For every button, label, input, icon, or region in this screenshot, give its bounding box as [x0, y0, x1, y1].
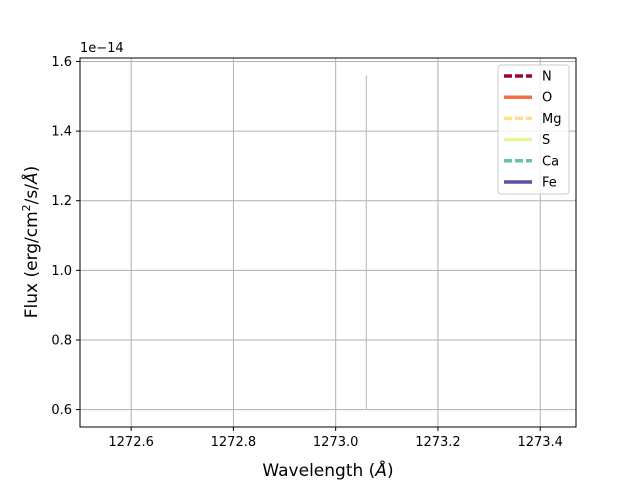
y-tick-label: 1.0 — [51, 264, 72, 279]
plot-frame — [79, 57, 577, 428]
y-axis-ticks: 0.6 0.8 1.0 1.2 1.4 1.6 — [51, 55, 80, 418]
grid — [80, 58, 576, 427]
y-tick-label: 1.2 — [51, 194, 72, 209]
legend-label: O — [542, 91, 552, 106]
x-tick-label: 1273.4 — [517, 435, 563, 450]
y-tick-label: 0.8 — [51, 333, 72, 348]
y-tick-label: 0.6 — [51, 403, 72, 418]
legend-label: Ca — [542, 154, 559, 169]
x-tick-label: 1273.0 — [313, 435, 359, 450]
y-offset-text: 1e−14 — [80, 41, 124, 56]
legend-frame — [497, 64, 570, 195]
x-tick-label: 1272.8 — [211, 435, 257, 450]
x-axis-label: Wavelength (Å) — [262, 459, 393, 480]
legend-label: S — [542, 133, 550, 148]
x-tick-label: 1272.6 — [108, 435, 154, 450]
legend-label: Fe — [542, 176, 557, 191]
x-tick-label: 1273.2 — [415, 435, 461, 450]
y-tick-label: 1.4 — [51, 125, 72, 140]
legend: NO Mg S Ca Fe — [497, 64, 570, 195]
y-tick-label: 1.6 — [51, 55, 72, 70]
x-axis-ticks: 1272.6 1272.8 1273.0 1273.2 1273.4 — [108, 427, 563, 450]
y-axis-label: Flux (erg/cm2/s/Å) — [20, 166, 42, 319]
legend-label: Mg — [542, 112, 561, 127]
legend-label: N — [542, 70, 552, 85]
